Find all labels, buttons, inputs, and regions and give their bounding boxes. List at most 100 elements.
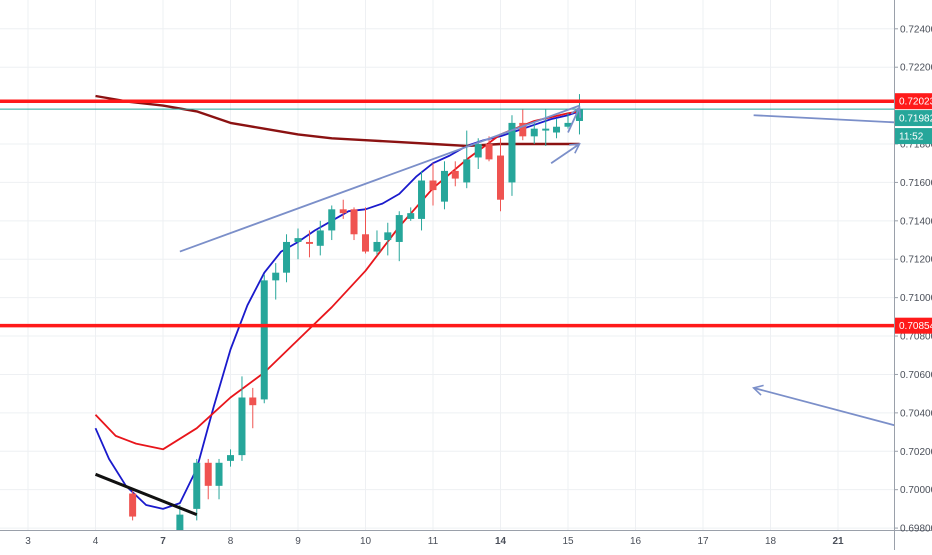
candle-bullish[interactable] [530,122,538,145]
candle-body [215,462,223,486]
candle-body [305,241,313,244]
countdown-label-text: 11:52 [899,132,924,143]
price-labels: 0.72023 0.70854 0.71982 11:52 [895,93,932,334]
last-price-label-text: 0.71982 [899,114,932,125]
candle-bullish[interactable] [260,274,268,404]
countdown-label: 11:52 [895,128,932,145]
candle-body [519,122,527,137]
candle-bearish[interactable] [204,458,212,500]
candle-bullish[interactable] [384,222,392,256]
time-axis-background [0,530,932,550]
time-tick-label: 17 [697,536,709,547]
candle-bullish[interactable] [215,458,223,500]
time-tick-label: 4 [93,536,99,547]
moving-average-line [94,110,580,451]
candle-body [542,128,550,131]
candle-body [373,241,381,252]
candle-bullish[interactable] [238,376,246,461]
candle-bullish[interactable] [564,113,572,129]
candle-body [283,241,291,273]
drawing-arrow[interactable] [567,106,582,133]
candle-bullish[interactable] [463,130,471,189]
drawing-trend-line[interactable] [94,472,198,517]
candle-bullish[interactable] [395,211,403,262]
candle-body [395,215,403,242]
drawing-trend-line[interactable] [179,104,580,253]
level-price-label: 0.70854 [895,317,932,334]
candle-body [193,462,201,509]
candle-bearish[interactable] [249,387,257,429]
candle-body [429,180,437,191]
candle-body [485,144,493,160]
candle-body [418,180,426,219]
candle-bearish[interactable] [350,207,358,241]
candle-bullish[interactable] [316,220,324,256]
candle-body [530,128,538,137]
candle-bearish[interactable] [305,230,313,258]
candle-bearish[interactable] [129,489,137,521]
time-tick-label: 16 [630,536,642,547]
candle-body [497,155,504,200]
level-price-label: 0.72023 [895,93,932,110]
drawing-trend-line[interactable] [753,114,906,124]
candle-bearish[interactable] [497,138,504,212]
candle-bearish[interactable] [339,199,347,219]
time-tick-label: 14 [495,536,507,547]
time-tick-label: 10 [360,536,372,547]
moving-averages [94,94,580,510]
moving-average-line [94,110,580,510]
candle-bullish[interactable] [294,228,302,260]
candle-body [227,455,234,461]
candle-bearish[interactable] [362,207,369,254]
candle-body [204,462,212,486]
last-price-label-background [895,110,932,127]
candle-bullish[interactable] [373,230,381,256]
candle-bearish[interactable] [519,109,527,141]
level-price-label-background [895,317,932,334]
candle-body [294,238,302,242]
candle-body [328,209,336,231]
drawing-arrow[interactable] [550,143,581,164]
grid [0,0,894,530]
candle-body [407,213,415,219]
candle-bullish[interactable] [407,207,415,221]
candle-bullish[interactable] [440,161,448,210]
time-tick-label: 3 [25,536,31,547]
countdown-label-background [895,128,932,145]
candles[interactable] [129,94,583,538]
candle-bearish[interactable] [429,163,437,206]
level-price-label-text: 0.72023 [899,97,932,108]
candle-body [316,230,324,246]
drawings[interactable] [94,104,906,517]
candle-bullish[interactable] [542,109,550,146]
horizontal-levels[interactable] [0,99,894,328]
candle-body [384,232,392,241]
level-price-label-background [895,93,932,110]
price-axis-background [894,0,932,550]
candle-bullish[interactable] [283,234,291,283]
candle-body [129,493,137,517]
drawing-arrow[interactable] [752,384,906,430]
candle-bullish[interactable] [193,458,201,521]
candle-bullish[interactable] [553,119,561,139]
candle-bullish[interactable] [328,205,336,241]
time-tick-label: 11 [428,536,439,547]
candle-bullish[interactable] [272,263,280,300]
candle-body [350,209,358,235]
candle-bullish[interactable] [418,170,426,231]
candle-bullish[interactable] [227,449,234,467]
candle-bearish[interactable] [451,161,459,187]
candle-body [260,280,268,400]
candle-body [238,397,246,456]
time-tick-label: 21 [832,536,844,547]
candle-bullish[interactable] [508,115,516,196]
candle-bearish[interactable] [485,136,493,162]
